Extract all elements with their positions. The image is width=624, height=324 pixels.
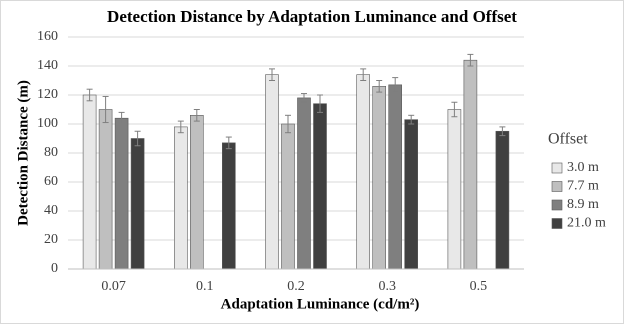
x-axis-title: Adaptation Luminance (cd/m²) <box>221 296 420 312</box>
error-bar <box>134 130 141 147</box>
error-bar <box>392 77 399 93</box>
bar <box>174 126 188 270</box>
error-bar <box>301 93 307 103</box>
bar <box>281 123 295 270</box>
bar <box>222 142 236 270</box>
y-tick-label: 0 <box>51 261 58 276</box>
y-tick-label: 20 <box>44 232 58 247</box>
bar <box>297 97 311 270</box>
bar <box>313 103 327 270</box>
y-tick-label: 80 <box>44 145 58 160</box>
legend-label: 7.7 m <box>567 179 599 194</box>
y-tick-label: 60 <box>44 174 58 189</box>
bar <box>463 59 478 270</box>
error-bar <box>177 120 184 134</box>
error-bar <box>376 80 383 93</box>
x-tick-label: 0.07 <box>101 279 126 294</box>
bar <box>447 109 462 270</box>
error-bar <box>499 126 506 137</box>
error-bar <box>467 53 474 67</box>
y-tick-label: 160 <box>37 29 58 44</box>
bar <box>404 119 419 270</box>
bar <box>82 94 97 270</box>
error-bar <box>285 114 291 134</box>
x-tick-label: 0.2 <box>287 279 305 294</box>
bar <box>130 138 145 270</box>
bar <box>265 74 279 270</box>
y-tick-label: 120 <box>37 87 58 102</box>
error-bar <box>360 68 367 81</box>
bar <box>356 74 371 270</box>
error-bar <box>102 95 109 124</box>
chart-title: Detection Distance by Adaptation Luminan… <box>107 7 517 26</box>
bar <box>190 115 204 270</box>
legend-swatch <box>551 199 563 211</box>
legend-label: 21.0 m <box>567 216 606 231</box>
error-bar <box>225 136 232 150</box>
error-bar <box>118 111 125 125</box>
y-tick-label: 140 <box>37 58 58 73</box>
error-bar <box>193 109 200 122</box>
bar <box>98 109 113 270</box>
legend-label: 3.0 m <box>567 160 599 175</box>
legend-title: Offset <box>548 131 588 148</box>
bar <box>372 86 387 270</box>
y-tick-label: 40 <box>44 203 58 218</box>
x-tick-label: 0.1 <box>196 279 214 294</box>
legend-swatch <box>551 181 563 192</box>
legend-swatch <box>551 162 563 174</box>
bar <box>114 117 129 270</box>
error-bar <box>451 101 458 118</box>
y-axis-title: Detection Distance (m) <box>15 80 31 226</box>
y-tick-label: 100 <box>37 116 58 131</box>
legend-label: 8.9 m <box>567 197 599 212</box>
error-bar <box>86 88 93 102</box>
error-bar <box>317 94 323 113</box>
x-tick-label: 0.3 <box>378 279 396 294</box>
bar <box>495 130 510 270</box>
legend-swatch <box>551 218 563 229</box>
bar <box>388 84 403 270</box>
error-bar <box>269 68 275 81</box>
error-bar <box>408 114 415 125</box>
x-tick-label: 0.5 <box>470 279 488 294</box>
